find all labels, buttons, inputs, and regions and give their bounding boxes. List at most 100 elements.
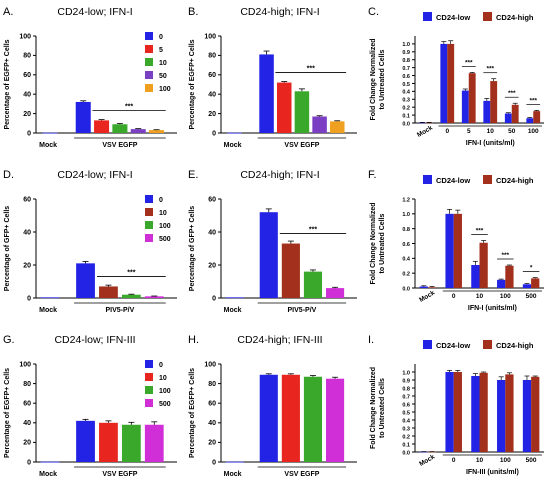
category-label: 0 [445,128,449,135]
y-axis-label: Fold Change Normalized to Untreated Cells [370,38,386,120]
y-tick-label: 0.0 [402,286,410,292]
bar-CD24-low-10 [471,265,480,288]
y-tick-label: 80 [23,53,31,60]
panel-title: CD24-low; IFN-I [57,169,132,181]
chart-panel-4: E. CD24-high; IFN-I 0 20 40 60 Percentage of G… [188,169,357,314]
category-label: 100 [500,293,511,300]
category-label: VSV EGFP [102,142,137,149]
legend-label: 10 [159,60,167,67]
bar-CD24-high-100 [505,265,514,288]
bar-CD24-low-5 [461,90,469,123]
bar-CD24-high-Mock [427,451,437,453]
y-axis-label-line1: Fold Change Normalized [370,202,377,284]
y-tick-label: 0.4 [402,257,411,263]
y-tick-label: 0.9 [402,50,410,56]
bar-100 [121,424,141,462]
panel-title: CD24-low; IFN-III [54,334,135,346]
bar-10 [281,374,300,462]
bar-CD24-low-100 [526,118,534,123]
legend-label: CD24-high [496,176,534,185]
bar-0 [76,420,95,462]
y-tick-label: 60 [23,196,31,203]
bar-100 [303,271,323,298]
bar-CD24-low-0 [445,372,454,452]
y-tick-label: 40 [208,92,216,99]
y-tick-label: 0.0 [402,450,410,456]
bar-10 [281,243,300,298]
legend-label: 10 [159,210,167,217]
legend-swatch-100 [145,84,153,92]
significance-label: *** [465,59,473,66]
y-tick-label: 60 [208,72,216,79]
y-tick-label: 0.8 [402,227,410,233]
panel-8: I. 0.0 0.1 0.2 0.3 0.4 0.5 0.6 0.7 0.8 0.9 1.0 Fold … [365,328,550,492]
bar-10 [112,124,128,133]
category-label: 10 [487,128,495,135]
category-label: Mock [224,471,242,478]
legend-swatch-100 [145,386,153,394]
legend-swatch-CD24-high [483,340,492,349]
y-tick-label: 0.6 [402,402,410,408]
panel-letter: F. [368,169,377,181]
panel-title: CD24-high; IFN-I [240,6,319,18]
bar-10 [294,91,310,133]
legend-label: 500 [159,401,171,408]
bar-CD24-high-0 [453,372,462,452]
y-tick-label: 80 [208,381,216,388]
y-axis-label-line1: Fold Change Normalized [370,38,377,120]
legend-label: CD24-low [436,341,470,350]
legend-swatch-10 [145,373,153,381]
bar-500 [144,424,164,462]
y-tick-label: 0.3 [402,426,410,432]
y-axis-label: Percentage of GFP+ Cells [189,206,196,291]
y-tick-label: 0.6 [402,242,410,248]
bar-CD24-high-100 [505,374,514,452]
bar-CD24-high-Mock [427,287,437,288]
category-label: 10 [476,293,484,300]
category-label: Mock [224,142,242,149]
legend-label: CD24-high [496,13,534,22]
legend-swatch-CD24-low [423,175,432,184]
y-tick-label: 0.1 [402,113,410,119]
y-tick-label: 0.0 [402,121,410,127]
category-label: 500 [526,293,537,300]
legend-swatch-100 [145,221,153,229]
bar-CD24-high-500 [531,278,540,288]
panel-letter: D. [3,169,14,181]
category-label: PIV5-P/V [105,307,134,314]
significance-label: *** [127,269,135,276]
category-label: Mock [418,289,436,304]
y-tick-label: 40 [23,229,31,236]
panel-letter: E. [188,169,198,181]
y-tick-label: 0.2 [402,105,410,111]
y-tick-label: 0.3 [402,98,410,104]
y-tick-label: 0.1 [402,442,410,448]
bar-0 [76,263,95,298]
y-tick-label: 0.7 [402,394,410,400]
y-tick-label: 80 [208,53,216,60]
bar-100 [330,121,345,133]
bar-CD24-low-Mock [418,122,426,124]
category-label: PIV5-P/V [288,307,317,314]
y-axis-label-line1: Fold Change Normalized [370,367,377,449]
bar-5 [94,120,110,133]
chart-panel-8: I. 0.0 0.1 0.2 0.3 0.4 0.5 0.6 0.7 0.8 0.9 1.0 Fold … [368,334,544,476]
panel-letter: C. [368,6,379,18]
legend-label: CD24-low [436,13,470,22]
category-label: 500 [526,457,537,464]
y-tick-label: 100 [204,361,216,368]
x-axis-label: IFN-I (units/ml) [466,140,515,147]
y-tick-label: 20 [208,440,216,447]
legend-swatch-500 [145,399,153,407]
bar-500 [326,288,345,298]
panel-letter: A. [3,6,13,18]
bar-mock-0 [225,297,244,299]
y-tick-label: 60 [208,196,216,203]
y-tick-label: 1.0 [402,370,410,376]
significance-label: *** [486,66,494,73]
bar-CD24-low-100 [497,380,506,452]
y-tick-label: 40 [208,420,216,427]
bar-50 [312,116,327,133]
y-axis-label: Percentage of EGFP+ Cells [189,39,196,129]
panel-title: CD24-high; IFN-I [240,169,319,181]
